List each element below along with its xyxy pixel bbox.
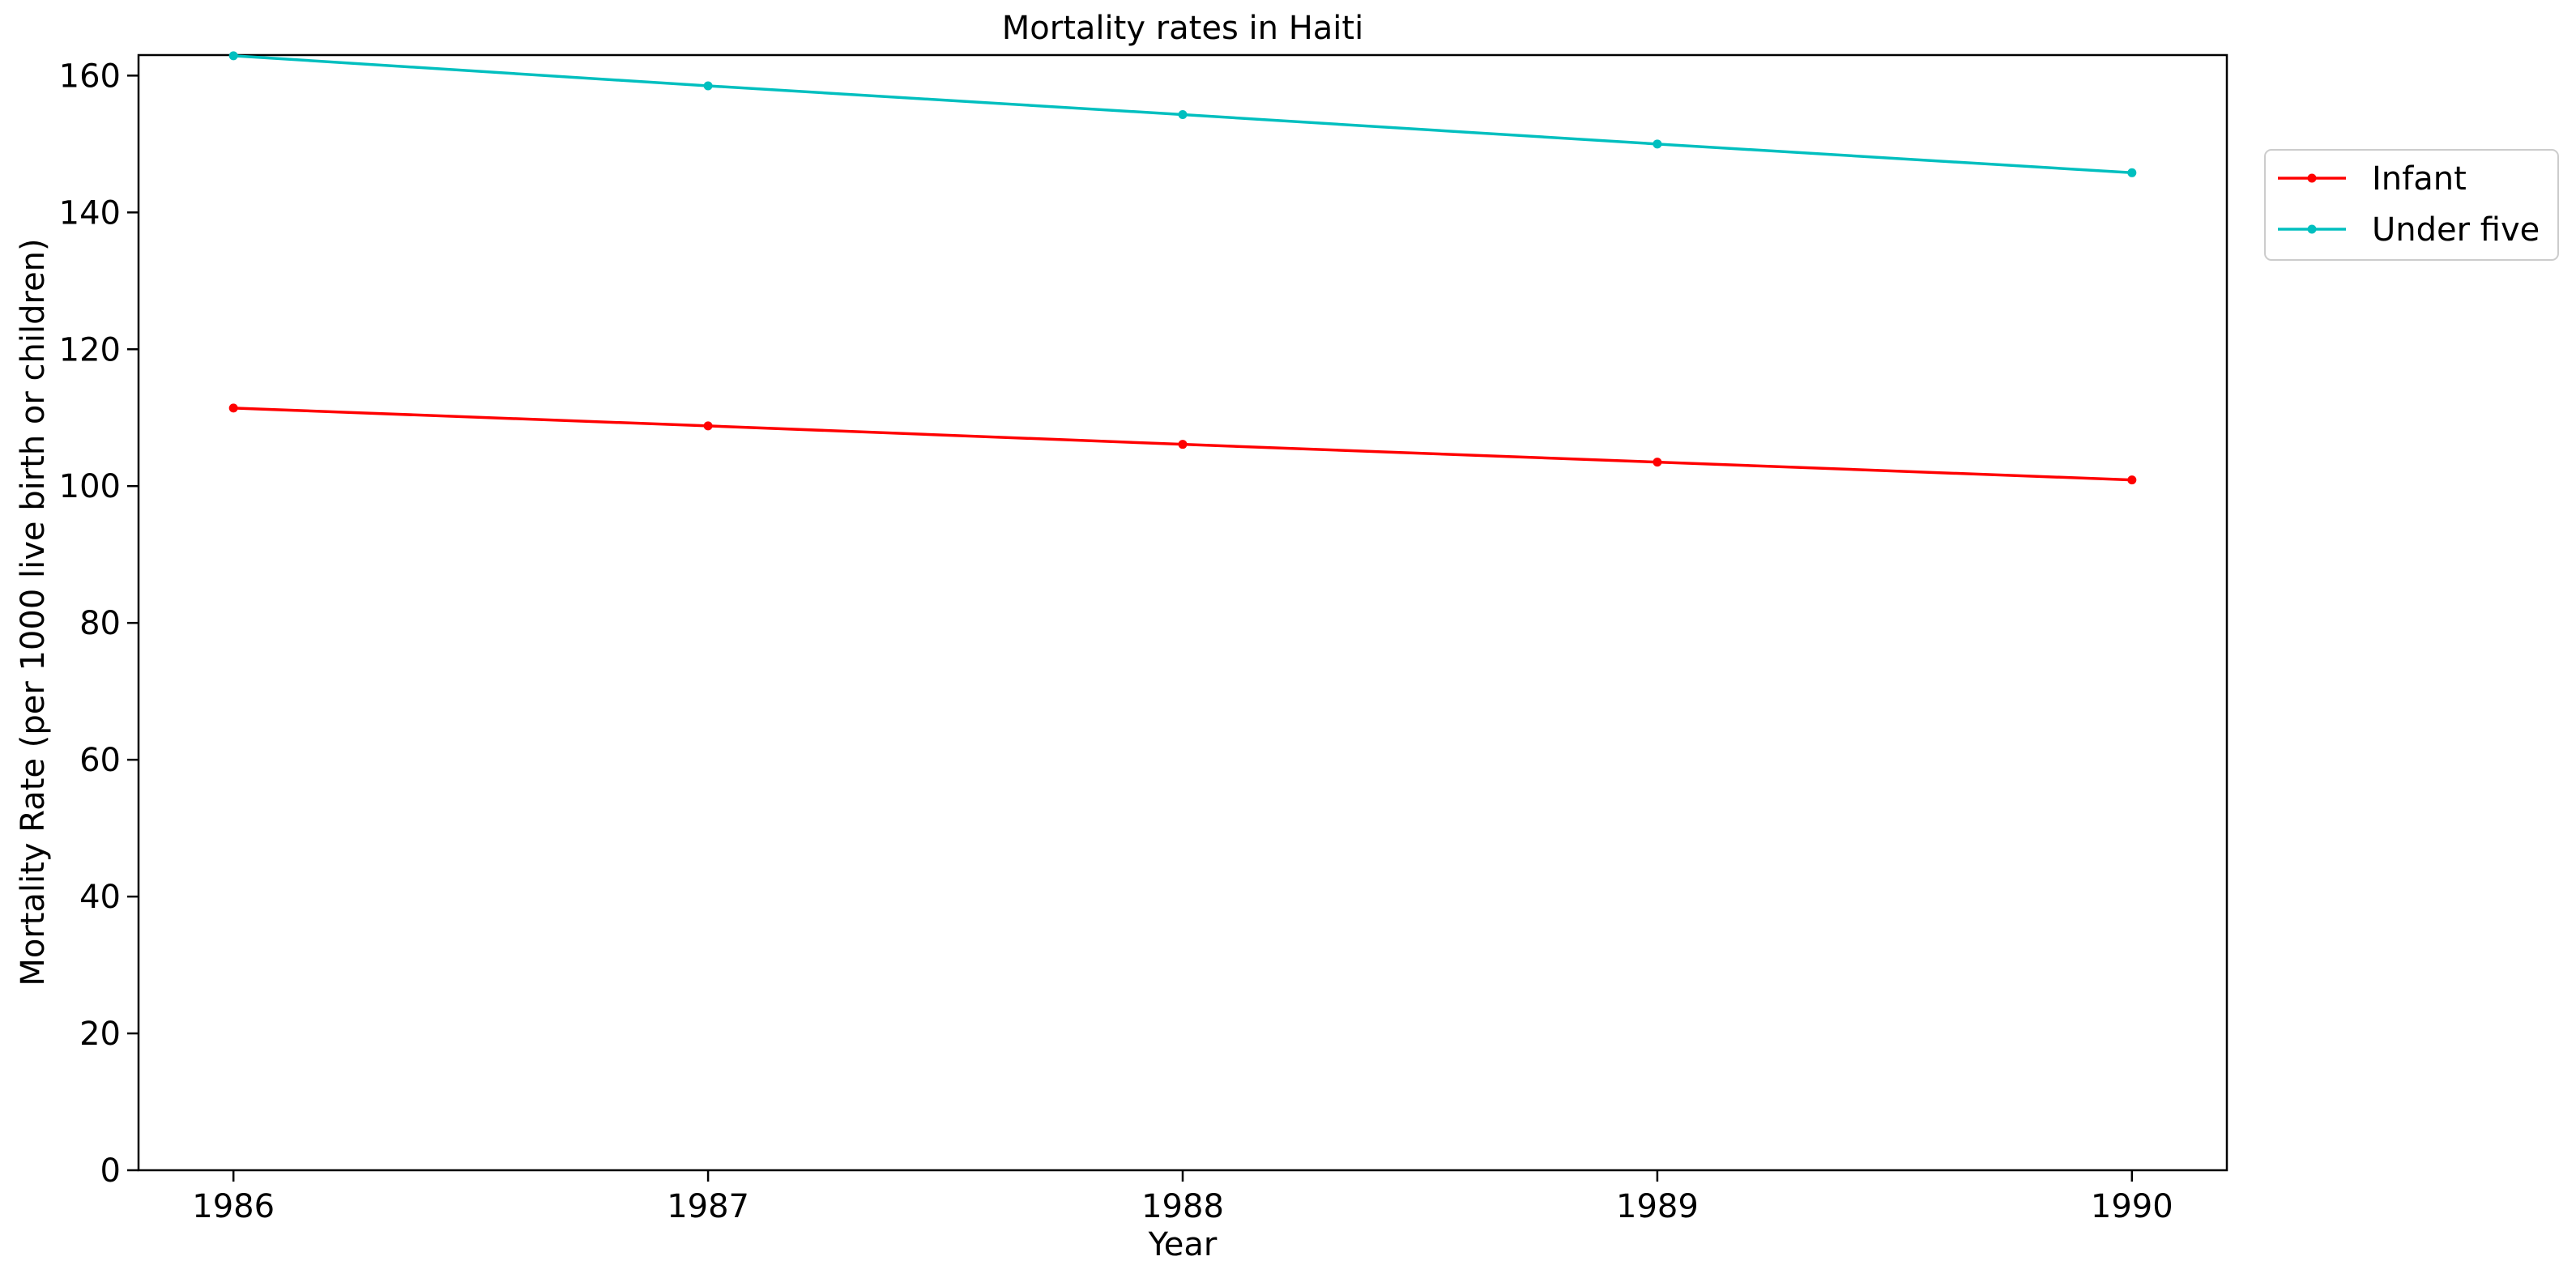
x-axis-label: Year xyxy=(1148,1226,1218,1263)
data-point-infant xyxy=(1178,440,1188,449)
legend-items: Infant Under five xyxy=(2278,160,2540,249)
x-tick-label: 1988 xyxy=(1141,1188,1224,1225)
legend-label-under-five: Under five xyxy=(2372,211,2540,249)
series-layer xyxy=(228,51,2137,485)
data-point-under-five xyxy=(2127,168,2137,177)
y-tick-label: 0 xyxy=(100,1152,121,1190)
data-point-infant xyxy=(2127,475,2137,485)
x-tick-label: 1987 xyxy=(667,1188,749,1225)
y-tick-label: 60 xyxy=(79,742,121,779)
x-tick-label: 1990 xyxy=(2091,1188,2173,1225)
x-tick-label: 1986 xyxy=(192,1188,275,1225)
chart-title: Mortality rates in Haiti xyxy=(1002,10,1363,47)
y-tick-label: 20 xyxy=(79,1016,121,1053)
y-tick-label: 160 xyxy=(59,57,121,95)
y-tick-label: 40 xyxy=(79,879,121,916)
data-point-under-five xyxy=(703,81,713,91)
y-axis: 0 20 40 60 80 100 120 140 160 xyxy=(59,57,139,1190)
y-tick-label: 100 xyxy=(59,468,121,505)
x-tick-label: 1989 xyxy=(1616,1188,1699,1225)
data-point-under-five xyxy=(228,51,238,61)
y-tick-label: 140 xyxy=(59,194,121,232)
y-tick-label: 80 xyxy=(79,605,121,642)
data-point-under-five xyxy=(1178,109,1188,119)
legend-label-infant: Infant xyxy=(2372,160,2467,198)
legend-marker-infant xyxy=(2307,173,2317,183)
x-axis: 1986 1987 1988 1989 1990 xyxy=(192,1170,2173,1225)
legend-marker-under-five xyxy=(2307,224,2317,234)
data-point-infant xyxy=(703,421,713,431)
y-axis-label: Mortality Rate (per 1000 live birth or c… xyxy=(15,238,52,986)
data-point-infant xyxy=(1653,458,1662,467)
legend: Infant Under five xyxy=(2264,149,2559,261)
data-point-under-five xyxy=(1653,139,1662,149)
data-point-infant xyxy=(228,403,238,413)
plot-area xyxy=(137,53,2228,1172)
y-tick-label: 120 xyxy=(59,331,121,368)
